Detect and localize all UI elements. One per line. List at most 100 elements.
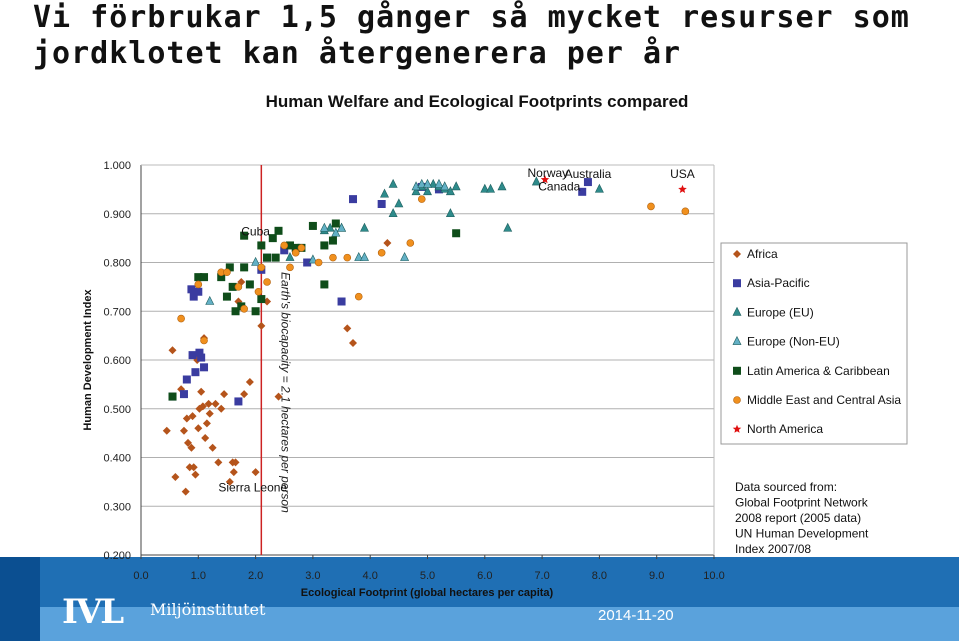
data-point-circle — [406, 239, 415, 247]
y-tick-label: 0.600 — [103, 355, 131, 367]
data-point-triangle — [205, 295, 215, 305]
legend-label: Europe (Non-EU) — [747, 335, 840, 349]
data-point-circle — [194, 280, 203, 289]
data-point-diamond — [343, 324, 352, 333]
data-point-diamond — [198, 402, 207, 411]
data-point-triangle — [394, 198, 404, 208]
data-point-square — [189, 292, 198, 301]
data-point-diamond — [179, 426, 188, 435]
data-point-diamond — [274, 392, 283, 401]
data-point-triangle — [486, 183, 496, 193]
x-tick-label: 3.0 — [305, 570, 320, 582]
y-tick-label: 0.700 — [103, 306, 131, 318]
legend-box — [720, 242, 908, 445]
data-point-triangle — [497, 181, 507, 191]
point-annotation: Australia — [565, 167, 612, 181]
footer-date: 2014-11-20 — [598, 607, 674, 624]
data-point-square — [285, 241, 294, 250]
data-point-triangle — [423, 186, 432, 196]
source-note-line: 2008 report (2005 data) — [735, 511, 861, 525]
data-point-square — [320, 241, 329, 250]
x-axis-label: Ecological Footprint (global hectares pe… — [301, 587, 554, 599]
data-point-triangle — [428, 178, 438, 188]
data-point-circle — [354, 292, 363, 301]
data-point-square — [182, 375, 191, 384]
y-tick-label: 0.500 — [103, 404, 131, 416]
legend-marker — [733, 396, 741, 404]
legend-label: Africa — [747, 247, 778, 261]
logo-subtitle: Miljöinstitutet — [150, 600, 266, 619]
data-point-square — [231, 307, 240, 316]
data-point-triangle — [480, 183, 490, 193]
source-note-line: Index 2007/08 — [735, 542, 811, 556]
data-point-square — [583, 178, 592, 187]
data-point-diamond — [251, 468, 260, 477]
data-point-diamond — [208, 443, 217, 452]
data-point-square — [222, 292, 231, 301]
data-point-triangle — [388, 178, 398, 188]
data-point-diamond — [229, 468, 238, 477]
data-point-square — [251, 307, 260, 316]
data-point-diamond — [202, 419, 211, 428]
data-point-square — [195, 348, 204, 357]
data-point-square — [274, 226, 283, 235]
data-point-square — [197, 353, 206, 362]
data-point-square — [191, 368, 200, 377]
x-tick-label: 2.0 — [248, 570, 263, 582]
data-point-diamond — [171, 473, 180, 481]
data-point-diamond — [205, 409, 214, 418]
data-point-square — [217, 273, 226, 282]
legend-marker — [732, 306, 742, 316]
data-point-square — [452, 229, 461, 238]
data-point-diamond — [225, 477, 234, 486]
data-point-circle — [254, 287, 263, 296]
data-point-circle — [329, 253, 337, 262]
data-point-square — [328, 236, 337, 245]
data-point-triangle — [423, 178, 432, 188]
x-tick-label: 9.0 — [649, 570, 664, 582]
data-point-square — [291, 243, 300, 252]
data-point-square — [228, 282, 237, 291]
data-point-diamond — [182, 414, 191, 423]
data-point-triangle — [354, 251, 364, 261]
data-point-square — [377, 200, 386, 208]
data-point-circle — [647, 202, 655, 211]
data-point-square — [168, 392, 177, 401]
data-point-diamond — [183, 438, 192, 447]
data-point-square — [280, 246, 289, 255]
data-point-star — [540, 175, 550, 184]
data-point-square — [349, 195, 358, 204]
data-point-diamond — [188, 412, 197, 421]
data-point-circle — [343, 253, 352, 262]
data-point-diamond — [217, 404, 226, 413]
data-point-circle — [240, 305, 248, 313]
data-point-circle — [280, 241, 289, 250]
data-point-square — [245, 280, 254, 289]
data-point-square — [194, 287, 203, 296]
data-point-circle — [234, 283, 243, 291]
data-point-square — [320, 280, 329, 289]
data-point-triangle — [451, 181, 461, 191]
y-tick-label: 0.300 — [103, 501, 131, 513]
x-tick-label: 6.0 — [477, 570, 492, 582]
data-point-triangle — [434, 178, 444, 188]
y-tick-label: 0.200 — [103, 550, 131, 562]
data-point-diamond — [245, 377, 254, 386]
data-point-triangle — [531, 176, 541, 186]
source-note-line: Data sourced from: — [735, 480, 837, 494]
data-point-triangle — [388, 208, 398, 218]
data-point-diamond — [214, 458, 223, 467]
x-tick-label: 5.0 — [420, 570, 435, 582]
data-point-square — [240, 263, 249, 272]
point-annotation: Sierra Leone — [218, 481, 287, 495]
data-point-square — [308, 221, 317, 230]
data-point-circle — [377, 248, 386, 257]
data-point-circle — [200, 336, 208, 345]
data-point-diamond — [197, 387, 206, 396]
biocapacity-label: Earth's biocapacity = 2.1 hectares per p… — [278, 272, 292, 513]
footer-stripe — [0, 557, 40, 641]
y-tick-label: 1.000 — [103, 160, 131, 172]
legend-marker — [733, 279, 741, 288]
legend-label: North America — [747, 422, 823, 436]
legend-label: Europe (EU) — [747, 305, 814, 319]
